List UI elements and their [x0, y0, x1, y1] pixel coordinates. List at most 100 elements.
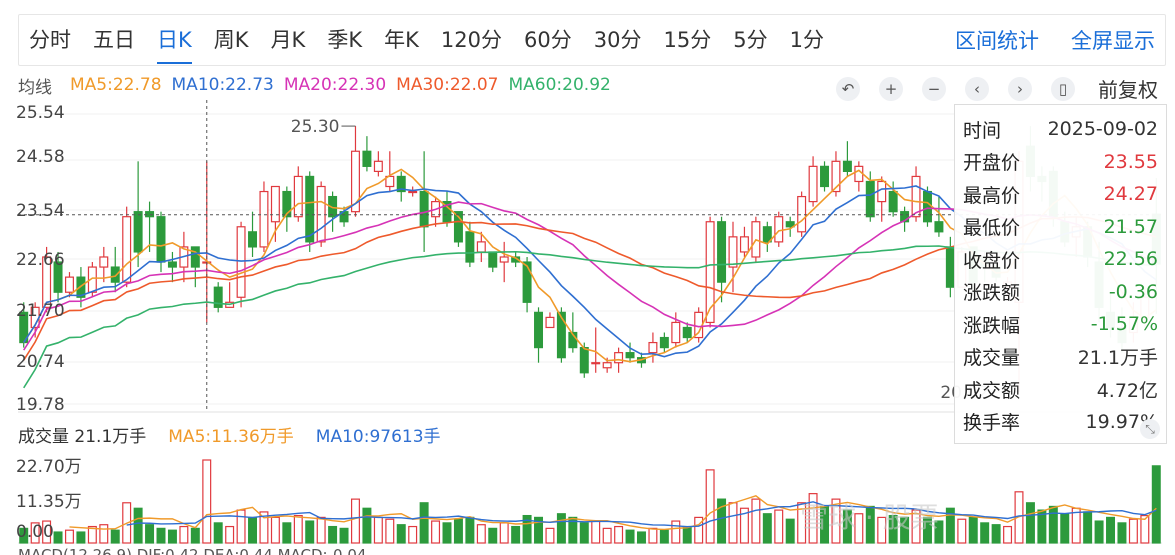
- info-key: 开盘价: [963, 152, 1021, 175]
- volume-bar: [76, 531, 86, 544]
- info-row-volume: 成交量 21.1万手: [963, 341, 1158, 374]
- volume-bar: [1060, 513, 1070, 544]
- candle-body: [328, 195, 338, 218]
- volume-bar: [945, 507, 955, 544]
- tab-wuri[interactable]: 五日: [93, 28, 135, 52]
- tab-1min[interactable]: 1分: [789, 28, 824, 52]
- volume-bar: [248, 516, 258, 544]
- candle-body: [419, 190, 429, 228]
- tab-5min[interactable]: 5分: [733, 28, 768, 52]
- info-row-change: 涨跌额 -0.36: [963, 276, 1158, 309]
- high-marker-label: 25.30: [291, 117, 340, 137]
- volume-bar: [293, 514, 303, 544]
- tab-quarterly-k[interactable]: 季K: [327, 28, 363, 52]
- candle-body: [316, 185, 326, 243]
- volume-ma10-line: [126, 501, 1157, 528]
- ma10-value: MA10:22.73: [171, 75, 274, 95]
- watermark: 雪球 · 股票: [800, 501, 939, 534]
- candle-info-panel: 时间 2025-09-02 开盘价 23.55 最高价 24.27 最低价 21.57 …: [954, 104, 1167, 444]
- volume-bar: [1140, 514, 1150, 544]
- volume-bar: [522, 514, 532, 544]
- volume-bar: [408, 525, 418, 544]
- candle-body: [179, 246, 189, 268]
- volume-bar: [1083, 511, 1093, 544]
- candle-body: [76, 276, 86, 298]
- candle-body: [190, 246, 200, 268]
- candle-body: [522, 261, 532, 303]
- volume-bar: [122, 502, 132, 544]
- volume-bar: [751, 498, 761, 544]
- volume-bar: [1106, 516, 1116, 544]
- zoom-in-icon[interactable]: +: [879, 76, 903, 101]
- info-key: 换手率: [963, 412, 1021, 435]
- volume-bar: [705, 469, 715, 544]
- candle-body: [659, 336, 669, 349]
- resize-handle-icon[interactable]: ⤡: [1140, 419, 1160, 439]
- volume-bar: [64, 529, 74, 544]
- candle-body: [270, 185, 280, 223]
- candle-body: [133, 211, 143, 253]
- candle-body: [145, 211, 155, 218]
- volume-bar: [385, 518, 395, 544]
- volume-bar: [339, 527, 349, 544]
- info-value: 21.57: [1103, 215, 1158, 238]
- period-tab-bar: 分时 五日 日K 周K 月K 季K 年K 120分 60分 30分 15分 5分…: [18, 14, 1166, 66]
- candle-body: [671, 321, 681, 344]
- volume-bar: [373, 516, 383, 544]
- volume-bar: [556, 513, 566, 544]
- volume-bar: [1094, 520, 1104, 544]
- candle-body: [476, 241, 486, 253]
- volume-bar: [1025, 502, 1035, 544]
- candle-body: [385, 175, 395, 188]
- volume-bar: [968, 516, 978, 544]
- volume-bar: [614, 525, 624, 544]
- candle-body: [373, 160, 383, 172]
- volume-bar: [682, 525, 692, 544]
- candle-body: [465, 231, 475, 263]
- candle-body: [911, 175, 921, 218]
- candle-body: [739, 236, 749, 253]
- undo-icon[interactable]: ↶: [836, 76, 860, 101]
- candle-body: [110, 266, 120, 283]
- volume-bar: [53, 531, 63, 544]
- tab-120min[interactable]: 120分: [440, 28, 502, 52]
- ma20-value: MA20:22.30: [283, 75, 387, 95]
- volume-bar: [190, 527, 200, 544]
- info-value: -0.36: [1108, 280, 1158, 303]
- info-value: 22.56: [1103, 248, 1158, 271]
- candle-body: [636, 357, 646, 364]
- volume-bar: [328, 525, 338, 544]
- candle-body: [808, 165, 818, 203]
- candle-type-icon[interactable]: ▯: [1051, 76, 1075, 101]
- fullscreen-link[interactable]: 全屏显示: [1071, 29, 1155, 53]
- volume-bar: [179, 525, 189, 544]
- adjust-type-select[interactable]: 前复权: [1098, 78, 1158, 102]
- tab-monthly-k[interactable]: 月K: [270, 28, 306, 52]
- scroll-right-icon[interactable]: ›: [1008, 76, 1032, 101]
- tab-daily-k[interactable]: 日K: [157, 14, 192, 66]
- tab-60min[interactable]: 60分: [524, 28, 572, 52]
- tab-30min[interactable]: 30分: [593, 28, 642, 52]
- candle-body: [305, 175, 315, 243]
- volume-bar: [785, 518, 795, 544]
- interval-stats-link[interactable]: 区间统计: [955, 29, 1039, 53]
- candle-body: [339, 211, 349, 223]
- tab-weekly-k[interactable]: 周K: [213, 28, 249, 52]
- info-row-open: 开盘价 23.55: [963, 146, 1158, 179]
- candle-body: [922, 190, 932, 223]
- tab-15min[interactable]: 15分: [663, 28, 712, 52]
- volume-bar: [202, 459, 212, 544]
- tab-yearly-k[interactable]: 年K: [384, 28, 419, 52]
- tab-fenshi[interactable]: 分时: [29, 28, 71, 52]
- price-axis-label: 22.66: [16, 250, 65, 270]
- candle-body: [717, 221, 727, 283]
- volume-bar: [774, 509, 784, 544]
- candle-body: [728, 236, 738, 268]
- candle-body: [648, 341, 658, 354]
- ma60-value: MA60:20.92: [508, 75, 611, 95]
- scroll-left-icon[interactable]: ‹: [965, 76, 989, 101]
- zoom-out-icon[interactable]: −: [922, 76, 946, 101]
- candle-body: [87, 266, 97, 293]
- volume-bar: [465, 516, 475, 544]
- volume-bar: [1071, 507, 1081, 544]
